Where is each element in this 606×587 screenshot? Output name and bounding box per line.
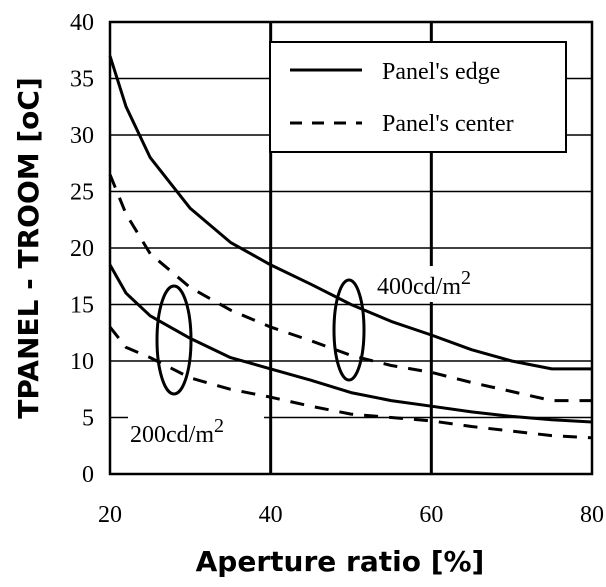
- y-axis-label: TPANEL - TROOM [oC]: [12, 77, 45, 419]
- legend-label-edge: Panel's edge: [382, 59, 500, 85]
- x-tick-label: 60: [419, 502, 443, 528]
- group-400-ellipse: [332, 278, 366, 382]
- y-tick-label: 0: [82, 462, 94, 488]
- series-line-solid: [108, 55, 592, 371]
- x-tick-label: 20: [98, 502, 122, 528]
- annotation-200-text: 200cd/m2: [130, 415, 224, 448]
- annotation-400-text: 400cd/m2: [377, 267, 471, 300]
- x-tick-label: 40: [259, 502, 283, 528]
- y-tick-label: 15: [70, 293, 94, 319]
- y-axis-label-text: TPANEL - TROOM [oC]: [12, 77, 45, 419]
- annotation-400: 400cd/m2: [372, 266, 514, 302]
- y-tick-label: 30: [70, 123, 94, 149]
- annotation-400-bg: [372, 266, 514, 302]
- legend-label-center: Panel's center: [382, 111, 514, 137]
- series-line-solid: [108, 264, 593, 424]
- y-tick-label: 20: [70, 236, 94, 262]
- y-tick-label: 40: [70, 10, 94, 36]
- y-tick-label: 25: [70, 180, 94, 206]
- group-200-ellipse: [155, 284, 193, 396]
- x-axis-label: Aperture ratio [%]: [196, 545, 485, 578]
- annotation-200-bg: [128, 414, 264, 452]
- legend-box: [269, 41, 567, 153]
- plot-frame: [108, 20, 594, 476]
- annotation-200: 200cd/m2: [128, 414, 264, 452]
- y-tick-label: 5: [82, 406, 94, 432]
- legend: Panel's edge Panel's center: [269, 41, 567, 153]
- y-tick-label: 10: [70, 349, 94, 375]
- series-line-dashed: [108, 174, 592, 403]
- x-tick-label: 80: [580, 502, 604, 528]
- y-tick-label: 35: [70, 67, 94, 93]
- tick-layer: 0 5 10 15 20 25 30 35 40 20 40 60 80: [70, 10, 604, 528]
